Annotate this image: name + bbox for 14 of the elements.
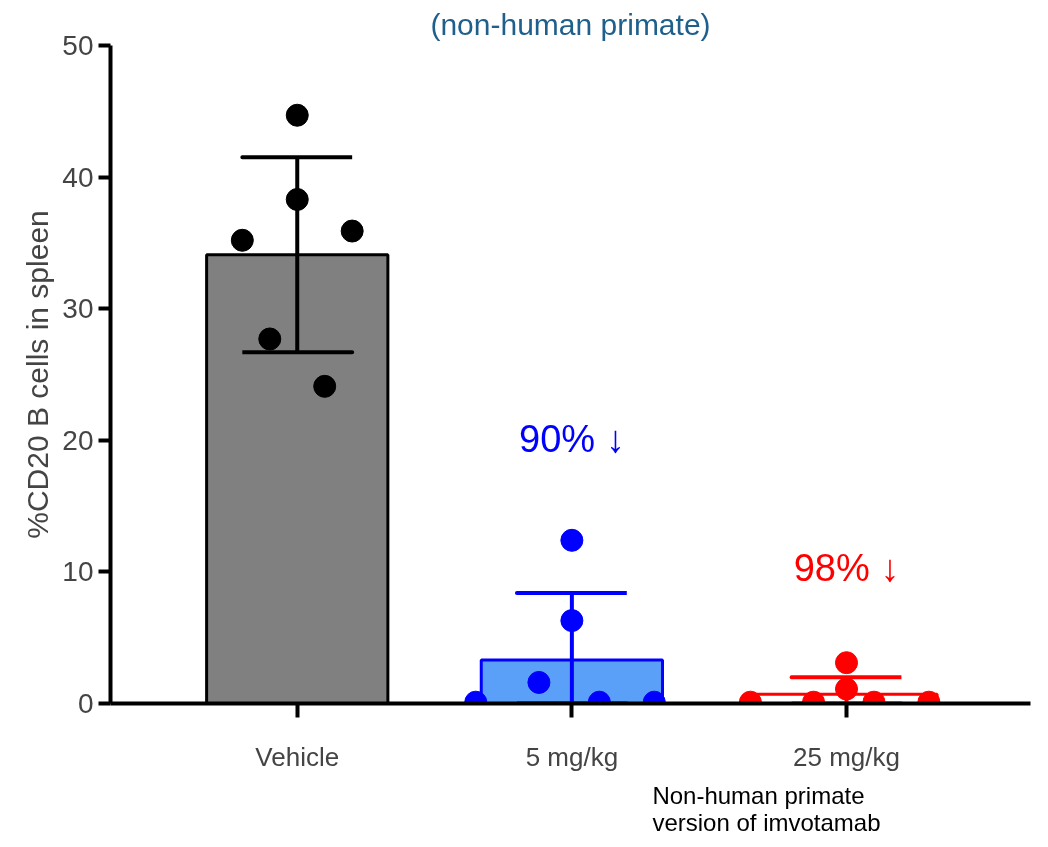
x-tick-label: Vehicle bbox=[255, 741, 340, 772]
y-tick-label: 10 bbox=[62, 556, 94, 588]
text: Non-human primate version of imvotamab bbox=[652, 781, 881, 836]
annotation: 90% ↓ bbox=[519, 418, 625, 461]
chart-title: (non-human primate) bbox=[430, 7, 711, 41]
y-tick-label: 20 bbox=[62, 424, 94, 456]
annotation: 98% ↓ bbox=[793, 547, 900, 590]
x-tick-label: 25 mg/kg bbox=[793, 741, 900, 772]
y-axis-title: %CD20 B cells in spleen bbox=[21, 210, 55, 539]
y-tick-label: 50 bbox=[62, 30, 94, 61]
y-tick-label: 40 bbox=[62, 161, 94, 193]
y-tick-label: 30 bbox=[62, 293, 94, 325]
y-tick-label: 0 bbox=[77, 688, 94, 719]
x-tick-label: 5 mg/kg bbox=[525, 741, 619, 772]
